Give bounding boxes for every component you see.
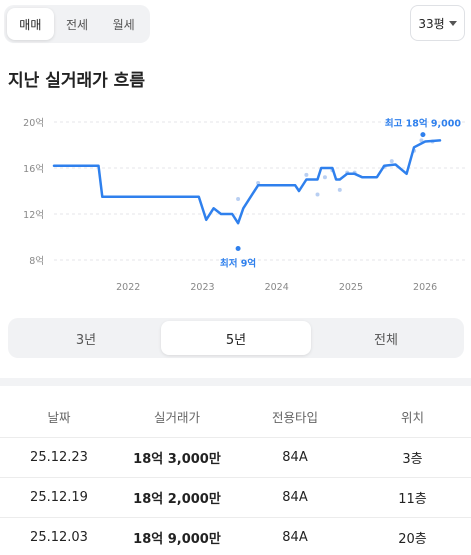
table-header-row: 날짜 실거래가 전용타입 위치: [0, 396, 471, 438]
y-tick-label: 20억: [23, 117, 44, 129]
tab-period-all[interactable]: 전체: [374, 332, 398, 348]
x-tick-label: 2023: [190, 282, 214, 293]
y-tick-label: 12억: [23, 209, 44, 221]
data-point: [389, 159, 394, 164]
table-row[interactable]: 25.12.03 18억 9,000만 84A 20층: [0, 518, 471, 555]
series-line: [52, 139, 442, 225]
data-point: [304, 172, 309, 177]
data-point: [322, 175, 327, 180]
header-date: 날짜: [47, 410, 71, 425]
cell-floor: 3층: [402, 452, 423, 467]
size-dropdown[interactable]: 33평: [410, 5, 465, 41]
cell-date: 25.12.03: [30, 530, 88, 545]
table-row[interactable]: 25.12.23 18억 3,000만 84A 3층: [0, 438, 471, 478]
table-row[interactable]: 25.12.19 18억 2,000만 84A 11층: [0, 478, 471, 518]
y-tick-label: 16억: [23, 163, 44, 175]
cell-type: 84A: [282, 450, 308, 465]
tab-period-5y[interactable]: 5년: [161, 321, 311, 355]
x-tick-label: 2026: [413, 282, 437, 293]
transaction-table: 날짜 실거래가 전용타입 위치 25.12.23 18억 3,000만 84A …: [0, 396, 471, 555]
header-price: 실거래가: [153, 410, 200, 425]
cell-floor: 11층: [398, 492, 427, 507]
y-tick-label: 8억: [29, 255, 44, 267]
section-divider: [0, 378, 471, 386]
cell-date: 25.12.23: [30, 450, 88, 465]
annotation-point: [235, 246, 241, 251]
size-value: 33평: [418, 16, 445, 31]
period-tabs: 3년 5년 전체: [8, 318, 464, 358]
annotation-label: 최고 18억 9,000: [385, 118, 461, 130]
tab-period-3y[interactable]: 3년: [75, 332, 97, 348]
tab-sale[interactable]: 매매: [7, 8, 54, 40]
header-type: 전용타입: [271, 410, 318, 425]
data-point: [315, 192, 320, 197]
cell-price: 18억 2,000만: [133, 492, 221, 507]
data-point: [337, 187, 342, 192]
chevron-down-icon: [448, 21, 457, 26]
tab-jeonse[interactable]: 전세: [65, 17, 89, 32]
x-tick-label: 2024: [265, 282, 289, 293]
x-tick-label: 2022: [116, 282, 140, 293]
data-point: [236, 197, 241, 202]
cell-floor: 20층: [398, 532, 427, 547]
annotation-point: [420, 132, 426, 138]
annotation-label: 최저 9억: [220, 258, 256, 270]
deal-type-tabs: 매매 전세 월세: [4, 5, 150, 43]
cell-price: 18억 9,000만: [133, 532, 221, 547]
tab-monthly-rent[interactable]: 월세: [112, 17, 135, 32]
x-tick-label: 2025: [339, 282, 363, 293]
price-history-chart: 8억 12억 16억 20억 2022 2023 2024 2025 2026 최고 18억 9,…: [0, 100, 471, 305]
section-title: 지난 실거래가 흐름: [8, 71, 145, 91]
header-floor: 위치: [400, 410, 424, 425]
cell-date: 25.12.19: [30, 490, 88, 505]
chart-svg: 8억 12억 16억 20억 2022 2023 2024 2025 2026 최고 18억 9,…: [23, 117, 465, 293]
cell-price: 18억 3,000만: [133, 452, 221, 467]
cell-type: 84A: [282, 530, 308, 545]
cell-type: 84A: [282, 490, 308, 505]
data-point: [256, 180, 261, 185]
data-point: [419, 138, 424, 143]
